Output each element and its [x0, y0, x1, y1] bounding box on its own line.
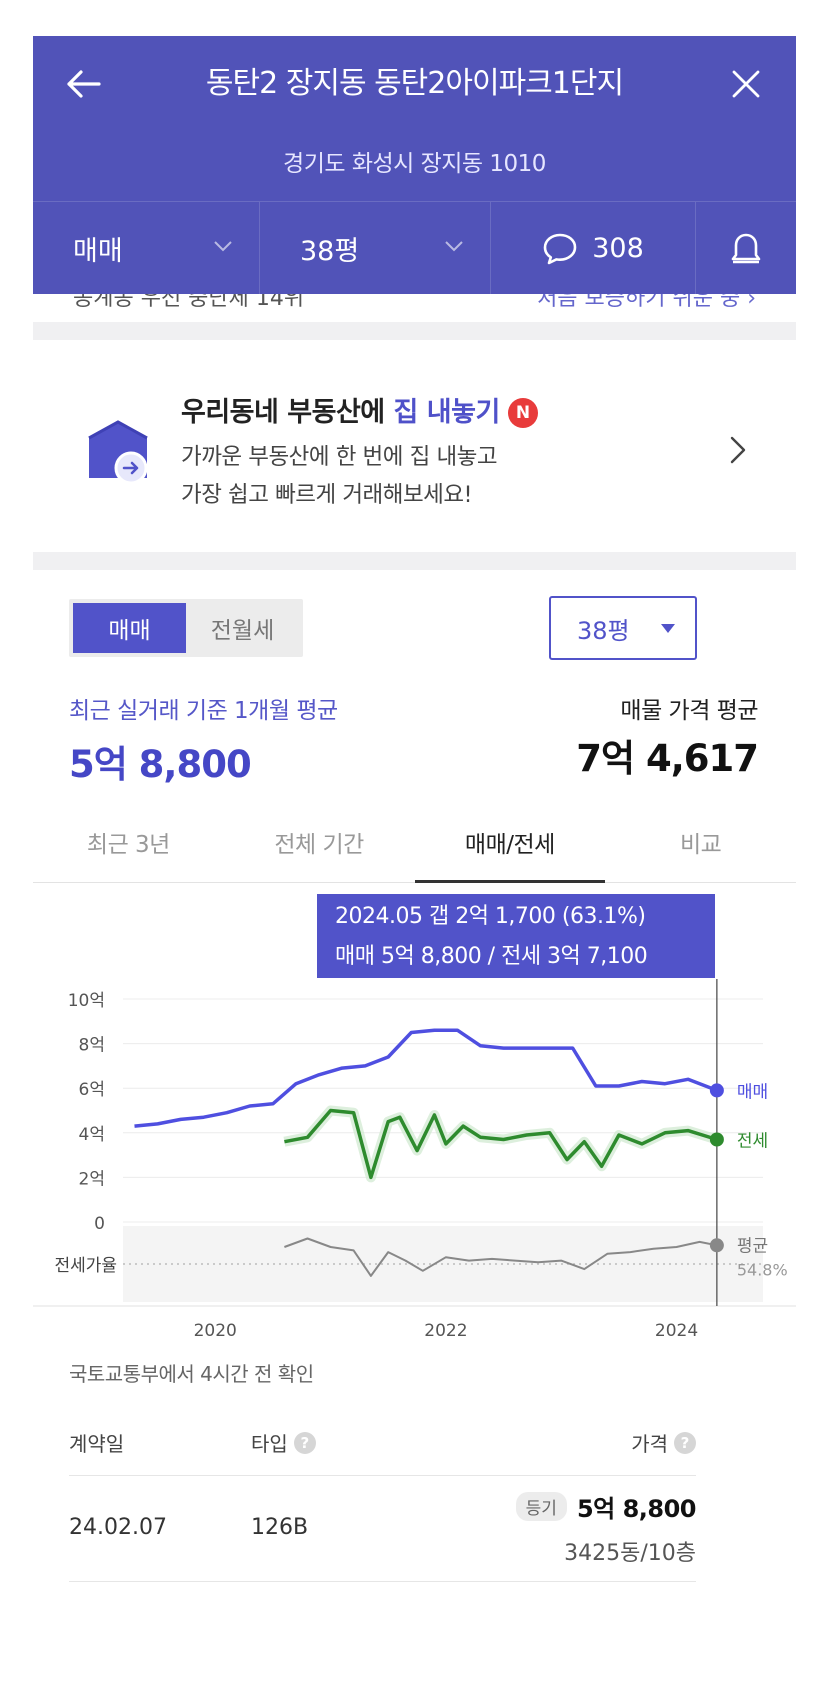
chevron-down-icon [214, 241, 232, 252]
recent-deal-label: 최근 실거래 기준 1개월 평균 [69, 698, 338, 724]
data-source-note: 국토교통부에서 4시간 전 확인 [69, 1362, 314, 1386]
sale-series-label: 매매 [737, 1082, 768, 1102]
period-tabs: 최근 3년 전체 기간 매매/전세 비교 [33, 801, 796, 883]
promo-description: 가까운 부동산에 한 번에 집 내놓고 가장 쉽고 빠르게 거래해보세요! [181, 438, 498, 514]
header-label: 가격 [631, 1432, 668, 1456]
complex-title: 동탄2 장지동 동탄2아이파크1단지 [205, 66, 624, 101]
tooltip-line: 2024.05 갭 2억 1,700 (63.1%) [335, 904, 646, 929]
size-select[interactable]: 38평 [549, 596, 697, 660]
comments-count: 308 [592, 233, 644, 264]
close-button[interactable] [726, 64, 766, 104]
tab-sale-rent[interactable]: 매매/전세 [414, 801, 606, 883]
chart-tooltip: 2024.05 갭 2억 1,700 (63.1%) 매매 5억 8,800 /… [317, 894, 715, 978]
speech-bubble-icon [543, 233, 577, 264]
notification-button[interactable] [696, 202, 796, 295]
scrolled-content-strip: 동계동 우선 중단제 14위 처음 보증하기 쉬운 중 › [33, 294, 796, 324]
header-tabs: 매매 38평 308 [33, 201, 796, 295]
header-contract-date: 계약일 [69, 1428, 124, 1457]
section-divider [33, 552, 796, 570]
new-badge: N [507, 398, 538, 428]
y-tick-label: 10억 [68, 991, 105, 1011]
peek-left-text: 동계동 우선 중단제 14위 [73, 294, 305, 311]
listing-avg-label: 매물 가격 평균 [620, 698, 758, 724]
ratio-value-label: 54.8% [737, 1260, 788, 1279]
section-divider [33, 322, 796, 340]
row-type: 126B [251, 1515, 309, 1540]
segment-rent[interactable]: 전월세 [210, 618, 275, 644]
tooltip-line: 매매 5억 8,800 / 전세 3억 7,100 [335, 944, 648, 969]
promo-desc-line: 가까운 부동산에 한 번에 집 내놓고 [181, 444, 498, 470]
x-tick-label: 2022 [424, 1321, 467, 1341]
listing-avg-value: 7억 4,617 [576, 737, 759, 780]
tab-all-period[interactable]: 전체 기간 [274, 831, 364, 858]
y-tick-label: 6억 [79, 1080, 105, 1100]
ratio-label: 전세가율 [54, 1256, 117, 1276]
caret-down-icon [661, 624, 675, 633]
tab-recent-3y[interactable]: 최근 3년 [86, 831, 170, 858]
deal-type-dropdown[interactable]: 매매 [33, 202, 260, 295]
close-icon [732, 70, 760, 98]
deal-type-label: 매매 [73, 236, 123, 267]
rent-end-dot [709, 1132, 724, 1147]
help-icon[interactable]: ? [674, 1431, 696, 1454]
row-detail: 3425동/10층 [564, 1541, 696, 1566]
registered-badge: 등기 [515, 1492, 567, 1521]
header-type: 타입? [251, 1428, 316, 1457]
app-page: 동탄2 장지동 동탄2아이파크1단지 경기도 화성시 장지동 1010 매매 3… [33, 36, 796, 1707]
size-dropdown[interactable]: 38평 [260, 202, 491, 295]
row-price-cell: 등기 5억 8,800 [515, 1489, 697, 1524]
rent-shadow [283, 1105, 719, 1183]
deal-segment-control: 매매 전월세 [69, 599, 303, 657]
x-tick-label: 2024 [655, 1321, 698, 1341]
promo-desc-line: 가장 쉽고 빠르게 거래해보세요! [181, 482, 473, 508]
promo-title-highlight: 집 내놓기 [393, 397, 501, 428]
ratio-line [284, 1237, 718, 1277]
header-label: 계약일 [69, 1432, 125, 1456]
deal-table-header: 계약일 타입? 가격? [69, 1404, 696, 1476]
address-text: 경기도 화성시 장지동 1010 [283, 151, 546, 177]
promo-title: 우리동네 부동산에 집 내놓기 N [181, 390, 538, 429]
row-date: 24.02.07 [69, 1515, 167, 1540]
tab-compare[interactable]: 비교 [679, 831, 722, 858]
sell-home-promo[interactable]: 우리동네 부동산에 집 내놓기 N 가까운 부동산에 한 번에 집 내놓고 가장 … [33, 354, 796, 552]
y-tick-label: 0 [94, 1214, 105, 1234]
row-price: 5억 8,800 [576, 1495, 697, 1523]
chevron-right-icon [730, 436, 746, 464]
app-header: 동탄2 장지동 동탄2아이파크1단지 경기도 화성시 장지동 1010 매매 3… [33, 36, 796, 295]
size-label: 38평 [300, 236, 360, 267]
house-arrow-icon [88, 420, 148, 485]
comments-button[interactable]: 308 [491, 202, 696, 295]
price-chart[interactable]: 10억 8억 6억 4억 2억 0 전세가율 2020 2022 2024 매매 전세 평균 54.8% … [33, 884, 796, 1344]
recent-deal-value: 5억 8,800 [69, 743, 252, 786]
back-button[interactable] [63, 64, 103, 104]
y-tick-label: 4억 [79, 1125, 105, 1145]
help-icon[interactable]: ? [293, 1431, 316, 1454]
ratio-end-dot [709, 1238, 724, 1253]
chevron-down-icon [445, 241, 463, 252]
table-row[interactable]: 24.02.07 126B 등기 5억 8,800 3425동/10층 [69, 1477, 697, 1582]
arrow-left-icon [67, 70, 101, 98]
peek-right-link[interactable]: 처음 보증하기 쉬운 중 › [537, 294, 756, 311]
size-select-value: 38평 [577, 616, 630, 645]
rent-line [284, 1108, 718, 1180]
y-tick-label: 2억 [79, 1169, 105, 1189]
header-price: 가격? [631, 1428, 696, 1457]
header-label: 타입 [251, 1432, 288, 1456]
sale-line [134, 1028, 718, 1128]
rent-series-label: 전세 [737, 1131, 768, 1151]
y-tick-label: 8억 [79, 1036, 105, 1056]
bell-icon [731, 233, 761, 263]
segment-sale[interactable]: 매매 [73, 603, 186, 653]
x-tick-label: 2020 [194, 1321, 237, 1341]
promo-title-prefix: 우리동네 부동산에 [181, 397, 394, 428]
ratio-series-label: 평균 [737, 1236, 768, 1256]
sale-end-dot [709, 1083, 724, 1098]
